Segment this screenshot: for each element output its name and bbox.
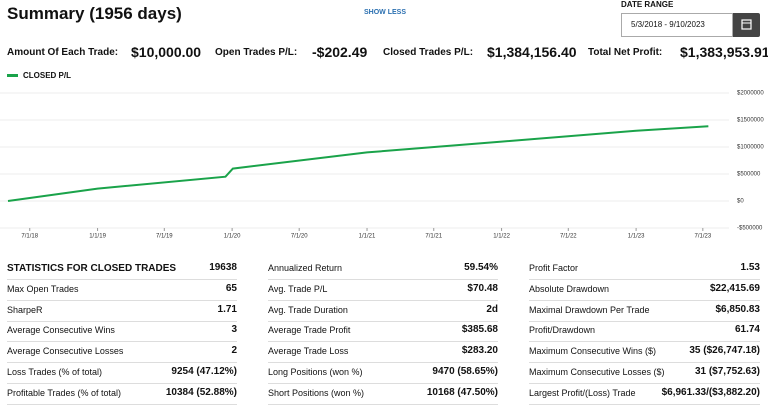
summary-label: Open Trades P/L: xyxy=(215,47,298,58)
x-tick-label: 1/1/21 xyxy=(359,234,376,240)
stat-value: 1.71 xyxy=(217,304,237,315)
row-divider xyxy=(7,383,237,384)
title: Summary (1956 days) xyxy=(7,4,182,23)
stat-label: Average Trade Profit xyxy=(268,325,351,335)
x-tick-label: 7/1/21 xyxy=(425,234,442,240)
stat-label: Maximal Drawdown Per Trade xyxy=(529,305,650,315)
x-tick-label: 7/1/22 xyxy=(560,234,577,240)
stat-label: Largest Profit/(Loss) Trade xyxy=(529,388,636,398)
row-divider xyxy=(7,341,237,342)
row-divider xyxy=(268,279,498,280)
row-divider xyxy=(529,321,760,322)
row-divider xyxy=(529,279,760,280)
stat-value: 2d xyxy=(486,304,498,315)
row-divider xyxy=(529,362,760,363)
stat-label: Maximum Consecutive Losses ($) xyxy=(529,367,665,377)
stat-label: Loss Trades (% of total) xyxy=(7,367,103,377)
summary-value: -$202.49 xyxy=(312,44,368,60)
stat-value: $70.48 xyxy=(467,283,498,294)
stat-value: 10384 (52.88%) xyxy=(165,387,237,398)
x-tick-label: 1/1/23 xyxy=(628,234,645,240)
row-divider xyxy=(7,321,237,322)
show-less[interactable]: SHOW LESS xyxy=(364,9,407,16)
stat-label: Avg. Trade P/L xyxy=(268,284,328,294)
date-range-input[interactable]: 5/3/2018 - 9/10/2023 xyxy=(621,13,733,37)
x-tick-label: 7/1/23 xyxy=(694,234,711,240)
x-tick-label: 7/1/18 xyxy=(21,234,38,240)
stat-value: 10168 (47.50%) xyxy=(426,387,498,398)
stat-label: Average Trade Loss xyxy=(268,346,349,356)
summary-label: Total Net Profit: xyxy=(588,47,663,58)
summary-label: Amount Of Each Trade: xyxy=(7,47,119,58)
stat-value: 31 ($7,752.63) xyxy=(694,366,760,377)
stat-value: 9254 (47.12%) xyxy=(171,366,237,377)
stat-value: 9470 (58.65%) xyxy=(432,366,498,377)
row-divider xyxy=(529,300,760,301)
y-tick-label: $500000 xyxy=(737,172,761,178)
stat-label: Maximum Consecutive Wins ($) xyxy=(529,346,657,356)
row-divider xyxy=(529,383,760,384)
stat-label: Long Positions (won %) xyxy=(268,367,363,377)
x-tick-label: 1/1/22 xyxy=(493,234,510,240)
stat-value: $22,415.69 xyxy=(709,283,760,294)
calendar-icon xyxy=(741,19,752,30)
row-divider xyxy=(529,341,760,342)
stat-value: 2 xyxy=(231,345,237,356)
legend-swatch xyxy=(7,74,18,77)
row-divider xyxy=(268,321,498,322)
summary-label: Closed Trades P/L: xyxy=(383,47,474,58)
row-divider xyxy=(268,383,498,384)
stat-value: $385.68 xyxy=(461,324,498,335)
date-range-label: DATE RANGE xyxy=(621,0,674,9)
stat-label: Absolute Drawdown xyxy=(529,284,610,294)
stat-value: $283.20 xyxy=(461,345,498,356)
pl-line xyxy=(7,125,709,202)
stat-value: $6,850.83 xyxy=(715,304,761,315)
stat-label: Average Consecutive Wins xyxy=(7,325,115,335)
row-divider xyxy=(268,300,498,301)
legend-label: CLOSED P/L xyxy=(23,71,72,80)
stat-label: Max Open Trades xyxy=(7,284,79,294)
x-tick-label: 1/1/20 xyxy=(224,234,241,240)
stat-label: Profit Factor xyxy=(529,263,579,273)
stat-value: 35 ($26,747.18) xyxy=(689,345,760,356)
x-tick-label: 7/1/19 xyxy=(156,234,173,240)
summary-value: $1,383,953.91 xyxy=(680,44,768,60)
stat-value: 3 xyxy=(231,324,237,335)
calendar-button[interactable] xyxy=(733,13,760,37)
summary-value: $1,384,156.40 xyxy=(487,44,577,60)
stat-value: 65 xyxy=(225,283,237,294)
stat-value: 19638 xyxy=(209,262,237,273)
stat-label: Avg. Trade Duration xyxy=(268,305,348,315)
stat-label: Profit/Drawdown xyxy=(529,325,596,335)
y-tick-label: $1500000 xyxy=(737,118,764,124)
stat-value: $6,961.33/($3,882.20) xyxy=(661,387,760,398)
x-tick-label: 7/1/20 xyxy=(291,234,308,240)
y-tick-label: -$500000 xyxy=(737,226,763,232)
summary-value: $10,000.00 xyxy=(131,44,202,60)
stat-value: 59.54% xyxy=(464,262,498,273)
stat-label: Profitable Trades (% of total) xyxy=(7,388,122,398)
stat-label: SharpeR xyxy=(7,305,43,315)
stat-label: STATISTICS FOR CLOSED TRADES xyxy=(7,263,177,274)
stat-value: 61.74 xyxy=(734,324,760,335)
row-divider xyxy=(268,362,498,363)
y-tick-label: $2000000 xyxy=(737,91,764,97)
chart: $2000000 $1500000 $1000000 $500000 $0 -$50000… xyxy=(0,91,764,240)
y-tick-label: $1000000 xyxy=(737,145,764,151)
row-divider xyxy=(7,279,237,280)
stat-label: Average Consecutive Losses xyxy=(7,346,124,356)
stat-label: Short Positions (won %) xyxy=(268,388,365,398)
row-divider xyxy=(7,300,237,301)
row-divider xyxy=(7,362,237,363)
stat-label: Annualized Return xyxy=(268,263,343,273)
y-tick-label: $0 xyxy=(737,199,744,205)
x-tick-label: 1/1/19 xyxy=(89,234,106,240)
stat-value: 1.53 xyxy=(740,262,760,273)
row-divider xyxy=(268,341,498,342)
